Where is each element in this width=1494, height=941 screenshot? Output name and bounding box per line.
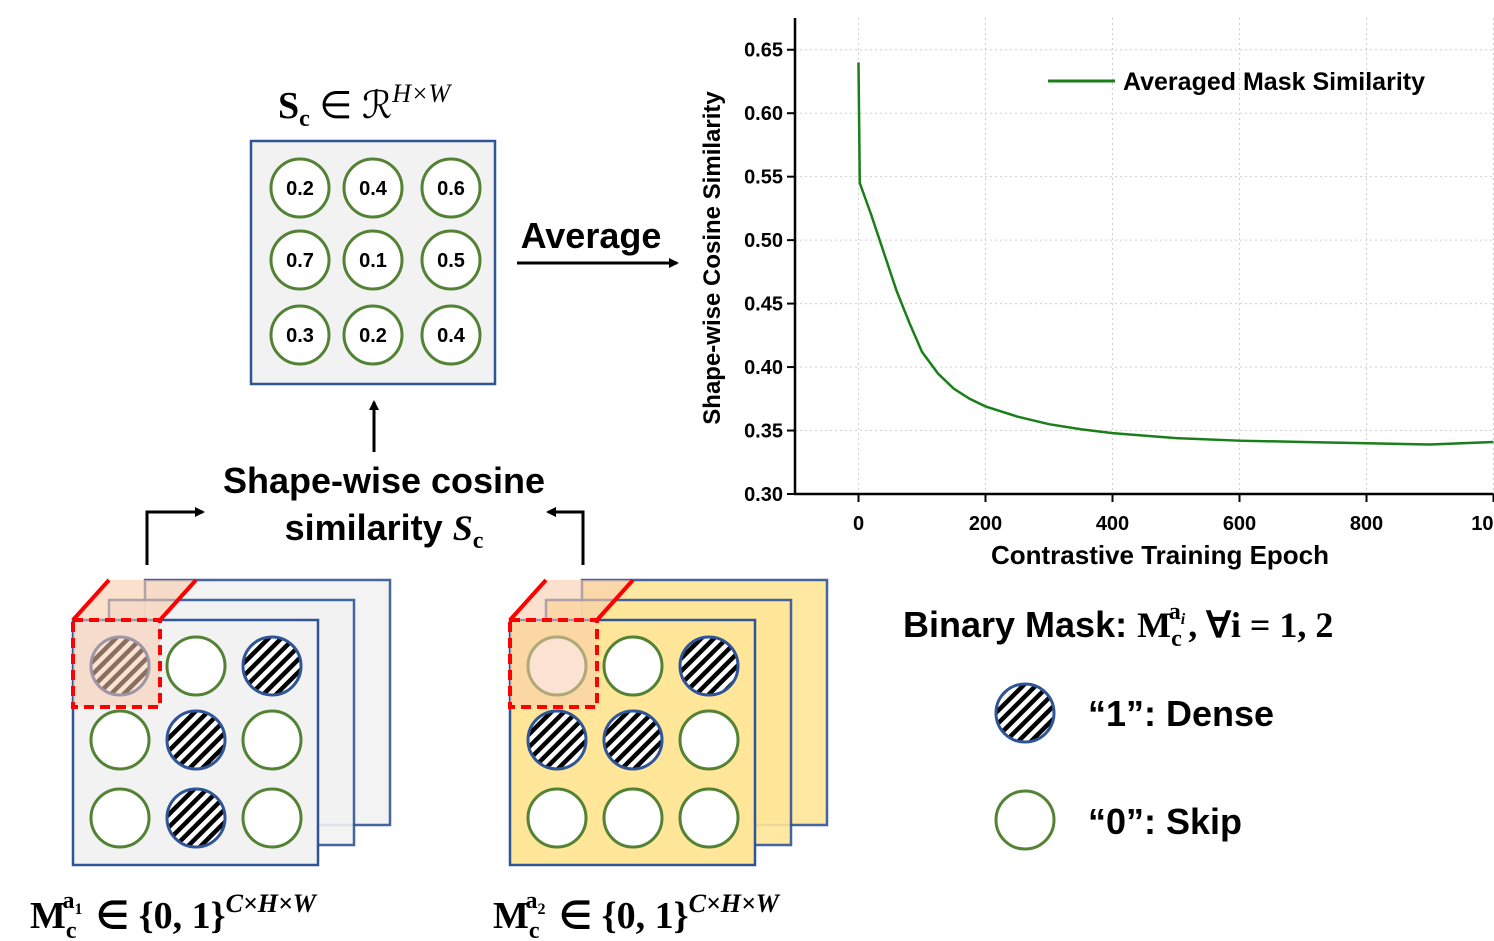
symbol: S — [278, 85, 299, 127]
y-tick-label: 0.45 — [744, 294, 783, 316]
matrix-title: Sc ∈ ℛH×W — [278, 79, 453, 132]
superscript-sub: 2 — [538, 901, 546, 918]
dense-cell — [602, 709, 664, 771]
skip-cell — [678, 709, 740, 771]
relation: ∈ {0, 1} — [87, 895, 226, 937]
relation: ∈ {0, 1} — [550, 895, 689, 937]
skip-cell — [678, 787, 740, 849]
skip-cell — [165, 635, 227, 697]
superscript: a — [63, 888, 75, 914]
relation: ∈ ℛ — [310, 85, 392, 127]
skip-cell — [602, 787, 664, 849]
y-tick-label: 0.60 — [744, 103, 783, 125]
cell-value: 0.5 — [437, 250, 465, 272]
selection-box — [71, 618, 162, 709]
legend-title: Binary Mask: Mcai, ∀i = 1, 2 — [903, 599, 1333, 652]
skip-cell — [241, 709, 303, 771]
y-tick-label: 0.65 — [744, 40, 783, 62]
similarity-line2: similarity Sc — [285, 507, 484, 554]
selection-prism — [510, 580, 633, 620]
y-tick-label: 0.50 — [744, 230, 783, 252]
selection-edges — [508, 578, 635, 622]
text: similarity — [285, 507, 453, 548]
exponent: C×H×W — [689, 889, 781, 918]
y-axis-title: Shape-wise Cosine Similarity — [699, 91, 726, 425]
x-tick-label: 200 — [969, 513, 1002, 535]
subscript: c — [66, 918, 77, 941]
cell-value: 0.6 — [437, 178, 465, 200]
skip-cell — [526, 787, 588, 849]
superscript-sub: 1 — [75, 901, 83, 918]
cell-value: 0.3 — [286, 325, 314, 347]
superscript: a — [526, 888, 538, 914]
cell-circle — [342, 304, 404, 366]
x-axis-title: Contrastive Training Epoch — [991, 540, 1329, 570]
selection-prism — [73, 580, 196, 620]
cell-value: 0.2 — [359, 325, 387, 347]
dense-cell — [241, 635, 303, 697]
x-tick-label: 400 — [1096, 513, 1129, 535]
y-tick-label: 0.35 — [744, 421, 783, 443]
subscript: c — [1171, 626, 1182, 652]
selection-edges — [71, 578, 198, 622]
chart: 0.30 0.35 0.40 0.45 0.50 0.55 0.60 0.65 0 200 400 6… — [744, 18, 1494, 535]
subscript: c — [529, 918, 540, 941]
dense-cell — [526, 709, 588, 771]
cell-circle — [420, 157, 482, 219]
dense-cell — [678, 635, 740, 697]
bent-arrow — [546, 507, 585, 565]
skip-label: “0”: Skip — [1088, 801, 1242, 842]
exponent: C×H×W — [226, 889, 318, 918]
mask-label: Mca1 ∈ {0, 1}C×H×W — [30, 888, 318, 941]
x-tick-label: 1000 — [1471, 513, 1494, 535]
rest: , ∀i = 1, 2 — [1188, 605, 1333, 645]
average-label: Average — [521, 215, 662, 256]
cell-circle — [342, 157, 404, 219]
bent-arrow — [145, 507, 205, 565]
cell-value: 0.7 — [286, 250, 314, 272]
y-tick-label: 0.30 — [744, 484, 783, 506]
cell-circle — [269, 304, 331, 366]
cell-value: 0.4 — [437, 325, 466, 347]
series-line — [857, 62, 1494, 446]
mask-label: Mca2 ∈ {0, 1}C×H×W — [493, 888, 781, 941]
x-tick-label: 0 — [853, 513, 864, 535]
symbol: M — [493, 895, 529, 937]
selection-box — [508, 618, 599, 709]
x-tick-label: 800 — [1350, 513, 1383, 535]
y-tick-label: 0.55 — [744, 167, 783, 189]
skip-cell — [602, 635, 664, 697]
superscript-sub: i — [1181, 611, 1186, 628]
dense-cell — [165, 709, 227, 771]
subscript: c — [473, 528, 484, 554]
symbol: M — [30, 895, 66, 937]
superscript: H×W — [391, 79, 452, 108]
cell-circle — [420, 229, 482, 291]
skip-cell — [89, 709, 151, 771]
x-tick-label: 600 — [1223, 513, 1256, 535]
legend-label: Averaged Mask Similarity — [1123, 68, 1425, 96]
superscript: a — [1169, 599, 1181, 625]
cell-circle — [420, 304, 482, 366]
text: Binary Mask: — [903, 604, 1137, 645]
symbol: S — [453, 508, 473, 548]
skip-icon — [994, 789, 1056, 851]
skip-cell — [241, 787, 303, 849]
cell-value: 0.1 — [359, 250, 387, 272]
y-tick-label: 0.40 — [744, 357, 783, 379]
cell-value: 0.2 — [286, 178, 314, 200]
symbol: M — [1137, 605, 1171, 645]
dense-label: “1”: Dense — [1088, 693, 1274, 734]
dense-cell — [165, 787, 227, 849]
cell-value: 0.4 — [359, 178, 388, 200]
cell-circle — [269, 157, 331, 219]
similarity-line1: Shape-wise cosine — [223, 460, 545, 501]
cell-circle — [342, 229, 404, 291]
dense-icon — [994, 682, 1056, 744]
skip-cell — [89, 787, 151, 849]
cell-circle — [269, 229, 331, 291]
subscript: c — [299, 106, 310, 132]
